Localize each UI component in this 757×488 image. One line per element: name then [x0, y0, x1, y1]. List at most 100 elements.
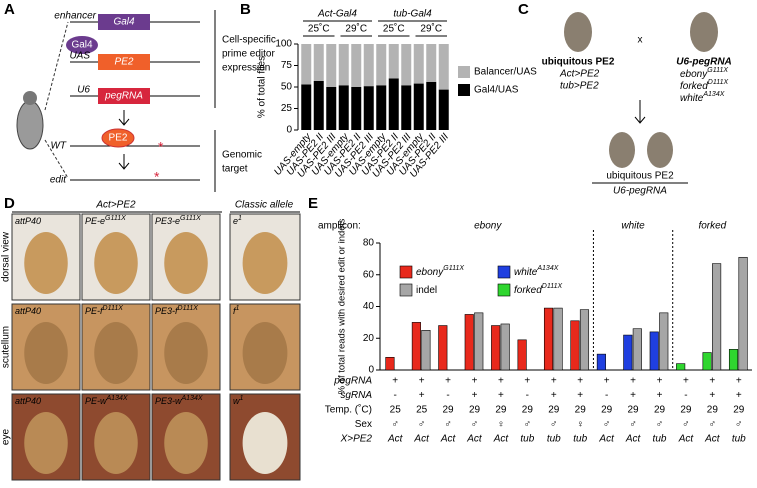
- photo-subject: [242, 322, 288, 384]
- annotation: Cell-specific: [222, 35, 276, 46]
- bar: [553, 307, 563, 371]
- bar: [623, 334, 633, 371]
- genotype: tub>PE2: [560, 81, 599, 92]
- bar-segment: [326, 87, 337, 130]
- legend-swatch: [497, 283, 511, 297]
- photo-subject: [242, 412, 288, 474]
- photo-label: e1: [233, 215, 242, 226]
- row-cell: 29: [601, 405, 613, 416]
- bar-segment: [401, 85, 412, 130]
- bar-segment: [363, 44, 374, 87]
- bar-segment: [413, 83, 424, 130]
- row-label: eye: [1, 429, 12, 446]
- y-tick-label: 100: [275, 39, 292, 50]
- bar: [491, 325, 501, 371]
- row-cell: +: [604, 376, 610, 387]
- bar-segment: [363, 86, 374, 130]
- row-cell: tub: [732, 434, 746, 445]
- photo-label: attP40: [15, 216, 41, 226]
- bar: [500, 323, 510, 371]
- photo-subject: [24, 232, 68, 294]
- row-cell: +: [419, 390, 425, 401]
- bar-segment: [426, 44, 437, 82]
- row-cell: 29: [654, 405, 666, 416]
- annotation: expression: [222, 63, 270, 74]
- photo-subject: [164, 232, 208, 294]
- gene-label: PE2: [115, 57, 134, 68]
- row-cell: Act: [625, 434, 642, 445]
- panel-label: B: [240, 1, 251, 18]
- row-cell: +: [736, 376, 742, 387]
- row-cell: ♂: [550, 419, 558, 430]
- bar-segment: [376, 85, 387, 130]
- legend-swatch: [458, 84, 470, 96]
- photo-label: PE3-fD111X: [155, 305, 198, 316]
- row-cell: -: [684, 390, 687, 401]
- row-cell: ♂: [709, 419, 717, 430]
- bar-segment: [426, 81, 437, 130]
- row-cell: Act: [413, 434, 430, 445]
- legend-label: ebonyG111X: [416, 265, 464, 277]
- temp-label: 25˚C: [308, 23, 330, 35]
- bar-segment: [351, 44, 362, 87]
- y-tick-label: 75: [281, 60, 293, 71]
- y-tick-label: 25: [281, 103, 293, 114]
- row-cell: ♂: [629, 419, 637, 430]
- gene-box: [98, 14, 150, 30]
- bar: [728, 349, 739, 371]
- row-cell: 29: [495, 405, 507, 416]
- row-cell: 29: [548, 405, 560, 416]
- row-cell: +: [577, 376, 583, 387]
- row-cell: +: [577, 390, 583, 401]
- row-cell: +: [736, 390, 742, 401]
- row-cell: +: [709, 390, 715, 401]
- row-cell: 29: [680, 405, 692, 416]
- bar: [385, 356, 395, 371]
- fly-icon: [609, 132, 635, 168]
- genotype: ebonyG111X: [680, 67, 728, 79]
- gene-label: pegRNA: [104, 91, 143, 102]
- bar: [464, 314, 474, 371]
- bar: [676, 363, 686, 371]
- bar: [659, 312, 669, 371]
- connector: [44, 139, 69, 179]
- bar-segment: [313, 44, 324, 81]
- edit-star: *: [158, 139, 164, 155]
- genotype-title: U6-pegRNA: [676, 57, 732, 68]
- row-cell: Act: [466, 434, 483, 445]
- fly-icon: [16, 100, 44, 150]
- row-label: Temp. (˚C): [325, 404, 372, 416]
- photo-subject: [94, 412, 138, 474]
- arrow: [634, 100, 646, 124]
- protein-label: PE2: [109, 133, 128, 144]
- row-cell: 29: [733, 405, 745, 416]
- section-label: forked: [698, 221, 726, 232]
- row-cell: tub: [547, 434, 561, 445]
- row-cell: +: [524, 376, 530, 387]
- row-cell: +: [630, 390, 636, 401]
- protein-label: Gal4: [71, 40, 93, 51]
- temp-label: 29˚C: [420, 23, 442, 35]
- y-tick-label: 80: [363, 238, 375, 249]
- row-cell: ♂: [524, 419, 532, 430]
- row-cell: +: [551, 390, 557, 401]
- gene-label: UAS: [69, 51, 90, 62]
- y-axis-title: % of total reads with desired edit or in…: [337, 218, 348, 394]
- row-cell: Act: [598, 434, 615, 445]
- row-label: X>PE2: [340, 434, 373, 445]
- row-cell: 29: [628, 405, 640, 416]
- bar: [438, 325, 448, 371]
- row-cell: tub: [573, 434, 587, 445]
- row-cell: 25: [416, 405, 428, 416]
- genotype: Act>PE2: [559, 69, 600, 80]
- photo-subject: [242, 232, 288, 294]
- group-label: Act-Gal4: [317, 9, 357, 20]
- row-cell: +: [472, 376, 478, 387]
- row-cell: ♀: [576, 419, 584, 430]
- bar: [570, 320, 580, 371]
- arrow: [118, 110, 130, 126]
- panel-label: D: [4, 195, 15, 212]
- row-cell: Act: [678, 434, 695, 445]
- bar: [543, 307, 554, 371]
- bar-segment: [388, 44, 399, 79]
